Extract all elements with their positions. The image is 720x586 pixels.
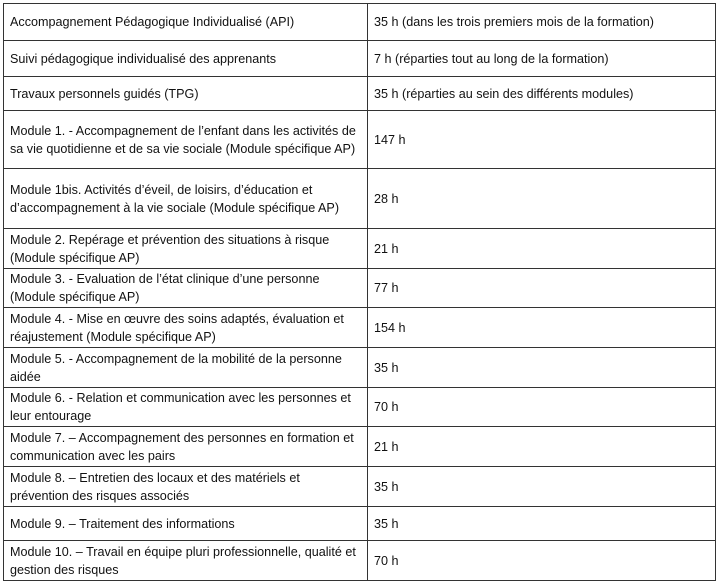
activity-cell: Module 2. Repérage et prévention des sit… [3,228,368,269]
activity-cell: Suivi pédagogique individualisé des appr… [3,40,368,77]
table-row: Module 4. - Mise en œuvre des soins adap… [3,307,716,348]
duration-cell: 7 h (réparties tout au long de la format… [367,40,716,77]
duration-cell: 77 h [367,268,716,308]
activity-cell: Module 1bis. Activités d’éveil, de loisi… [3,168,368,229]
table-row: Module 3. - Evaluation de l’état cliniqu… [3,268,716,308]
activity-cell: Module 1. - Accompagnement de l’enfant d… [3,110,368,169]
duration-cell: 147 h [367,110,716,169]
activity-cell: Accompagnement Pédagogique Individualisé… [3,3,368,41]
table-row: Travaux personnels guidés (TPG) 35 h (rép… [3,76,716,111]
duration-cell: 35 h [367,347,716,388]
table-row: Module 10. – Travail en équipe pluri pro… [3,540,716,581]
duration-cell: 35 h (réparties au sein des différents m… [367,76,716,111]
duration-cell: 70 h [367,387,716,427]
table-row: Module 1bis. Activités d’éveil, de loisi… [3,168,716,229]
table-row: Module 7. – Accompagnement des personnes… [3,426,716,467]
duration-cell: 21 h [367,228,716,269]
duration-cell: 154 h [367,307,716,348]
table-row: Module 6. - Relation et communication av… [3,387,716,427]
table-row: Module 5. - Accompagnement de la mobilit… [3,347,716,388]
table-row: Module 8. – Entretien des locaux et des … [3,466,716,507]
table-row: Module 2. Repérage et prévention des sit… [3,228,716,269]
duration-cell: 35 h [367,466,716,507]
duration-cell: 35 h (dans les trois premiers mois de la… [367,3,716,41]
table-row: Suivi pédagogique individualisé des appr… [3,40,716,77]
duration-cell: 70 h [367,540,716,581]
duration-cell: 28 h [367,168,716,229]
schedule-table: Accompagnement Pédagogique Individualisé… [3,3,716,581]
activity-cell: Module 7. – Accompagnement des personnes… [3,426,368,467]
activity-cell: Module 8. – Entretien des locaux et des … [3,466,368,507]
table-row: Accompagnement Pédagogique Individualisé… [3,3,716,41]
activity-cell: Module 5. - Accompagnement de la mobilit… [3,347,368,388]
duration-cell: 21 h [367,426,716,467]
duration-cell: 35 h [367,506,716,541]
activity-cell: Module 4. - Mise en œuvre des soins adap… [3,307,368,348]
activity-cell: Module 6. - Relation et communication av… [3,387,368,427]
table-body: Accompagnement Pédagogique Individualisé… [3,3,716,581]
activity-cell: Module 10. – Travail en équipe pluri pro… [3,540,368,581]
activity-cell: Travaux personnels guidés (TPG) [3,76,368,111]
activity-cell: Module 9. – Traitement des informations [3,506,368,541]
table-row: Module 9. – Traitement des informations 3… [3,506,716,541]
table-row: Module 1. - Accompagnement de l’enfant d… [3,110,716,169]
activity-cell: Module 3. - Evaluation de l’état cliniqu… [3,268,368,308]
